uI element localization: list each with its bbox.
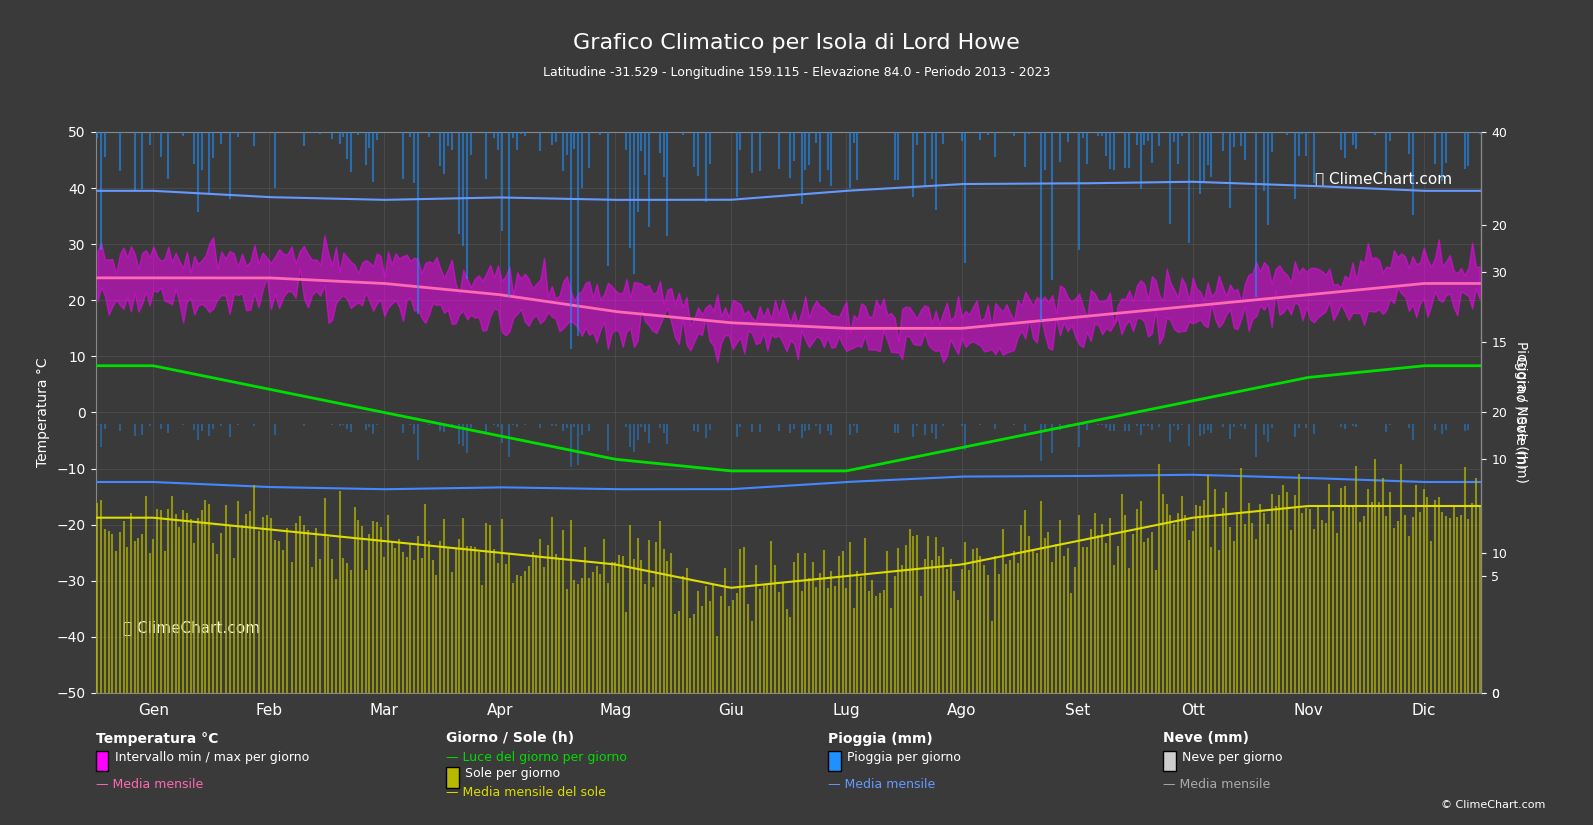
Text: — Media mensile: — Media mensile (828, 778, 935, 791)
Y-axis label: Pioggia / Neve (mm): Pioggia / Neve (mm) (1513, 342, 1528, 483)
Y-axis label: Temperatura °C: Temperatura °C (35, 358, 49, 467)
Text: — Media mensile del sole: — Media mensile del sole (446, 786, 605, 799)
Text: Pioggia (mm): Pioggia (mm) (828, 732, 933, 746)
Text: Sole per giorno: Sole per giorno (465, 767, 561, 780)
Text: 🌐 ClimeChart.com: 🌐 ClimeChart.com (1316, 172, 1453, 186)
Text: Neve (mm): Neve (mm) (1163, 732, 1249, 746)
Text: Pioggia per giorno: Pioggia per giorno (847, 751, 961, 764)
Text: — Media mensile: — Media mensile (96, 778, 202, 791)
Text: © ClimeChart.com: © ClimeChart.com (1440, 800, 1545, 810)
Text: Intervallo min / max per giorno: Intervallo min / max per giorno (115, 751, 309, 764)
Y-axis label: Giorno / Sole (h): Giorno / Sole (h) (1513, 356, 1528, 469)
Text: — Luce del giorno per giorno: — Luce del giorno per giorno (446, 751, 628, 764)
Text: Temperatura °C: Temperatura °C (96, 732, 218, 746)
Text: Neve per giorno: Neve per giorno (1182, 751, 1282, 764)
Text: Latitudine -31.529 - Longitudine 159.115 - Elevazione 84.0 - Periodo 2013 - 2023: Latitudine -31.529 - Longitudine 159.115… (543, 66, 1050, 79)
Text: — Media mensile: — Media mensile (1163, 778, 1270, 791)
Text: Grafico Climatico per Isola di Lord Howe: Grafico Climatico per Isola di Lord Howe (573, 33, 1020, 53)
Text: 🌐 ClimeChart.com: 🌐 ClimeChart.com (123, 620, 260, 635)
Text: Giorno / Sole (h): Giorno / Sole (h) (446, 732, 573, 746)
